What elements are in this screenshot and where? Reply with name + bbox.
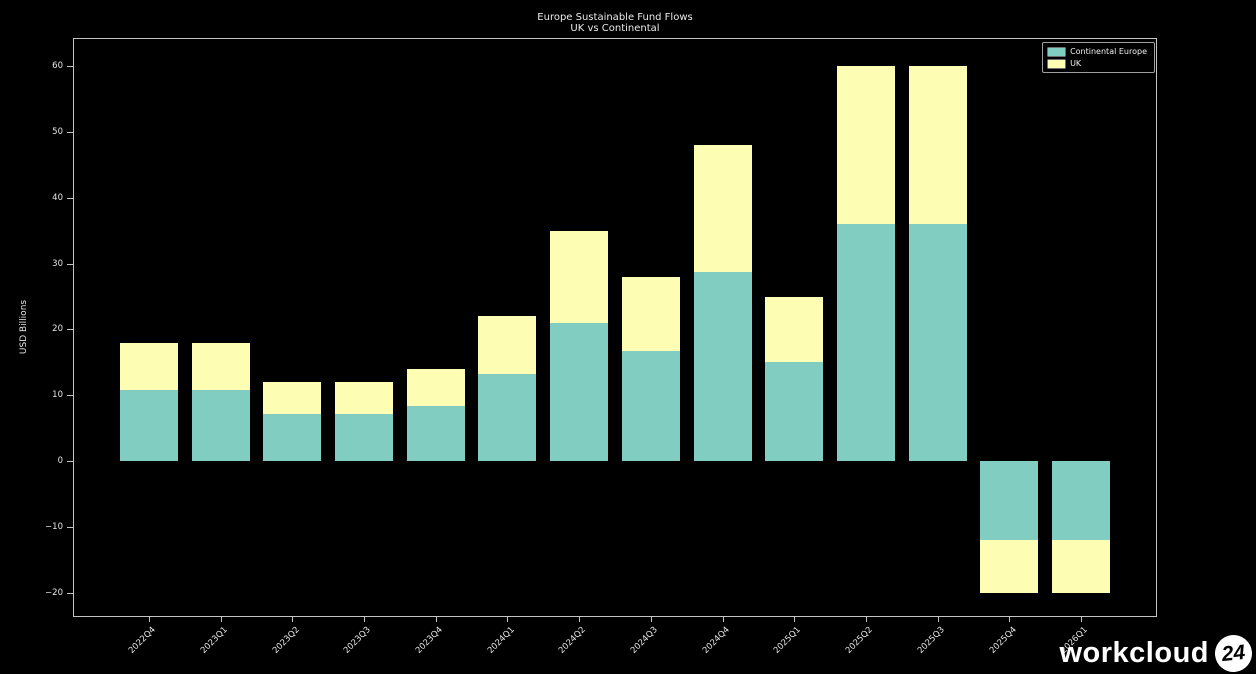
x-tick-label: 2023Q3 — [342, 625, 374, 656]
bar-segment-uk-2022Q4 — [120, 342, 178, 390]
watermark-24-logo-icon: 24 — [1213, 633, 1254, 674]
y-tick-mark — [67, 329, 73, 331]
x-tick-label: 2022Q4 — [127, 625, 159, 656]
x-tick-label: 2024Q3 — [628, 625, 660, 656]
y-tick-mark — [67, 132, 73, 134]
legend-swatch-icon — [1048, 47, 1066, 56]
legend-item-continental-europe: Continental Europe — [1048, 47, 1147, 56]
bar-segment-uk-2024Q2 — [550, 230, 609, 323]
x-tick-label: 2025Q3 — [915, 625, 947, 656]
bar-segment-continental-europe-2023Q2 — [263, 413, 322, 462]
y-tick-label: 40 — [52, 192, 63, 203]
bar-segment-uk-2026Q1 — [1051, 540, 1110, 593]
x-tick-mark — [722, 617, 724, 622]
bar-segment-continental-europe-2025Q3 — [908, 224, 967, 462]
bar-segment-continental-europe-2023Q3 — [335, 413, 394, 462]
bar-segment-uk-2025Q3 — [908, 66, 967, 225]
y-tick-mark — [67, 592, 73, 594]
legend-label: UK — [1070, 59, 1082, 68]
y-tick-mark — [67, 461, 73, 463]
bar-segment-uk-2023Q1 — [191, 342, 250, 390]
y-tick-mark — [67, 526, 73, 528]
x-tick-mark — [364, 617, 366, 622]
x-tick-label: 2025Q4 — [987, 625, 1019, 656]
x-tick-label: 2023Q1 — [198, 625, 230, 656]
x-tick-label: 2024Q4 — [700, 625, 732, 656]
x-tick-mark — [435, 617, 437, 622]
bar-segment-uk-2023Q3 — [335, 382, 394, 414]
x-tick-label: 2024Q1 — [485, 625, 517, 656]
bar-segment-continental-europe-2023Q1 — [191, 390, 250, 462]
y-tick-mark — [67, 263, 73, 265]
legend-item-uk: UK — [1048, 59, 1147, 68]
bar-segment-uk-2024Q3 — [621, 276, 680, 351]
x-tick-mark — [220, 617, 222, 622]
legend: Continental Europe UK — [1042, 42, 1155, 73]
y-tick-label: 20 — [52, 324, 63, 335]
x-tick-label: 2025Q2 — [844, 625, 875, 656]
x-tick-mark — [507, 617, 509, 622]
x-tick-label: 2023Q2 — [270, 625, 302, 656]
y-tick-label: 0 — [57, 456, 63, 467]
y-tick-mark — [67, 197, 73, 199]
y-tick-label: 50 — [52, 127, 63, 138]
y-tick-label: −10 — [45, 521, 63, 532]
x-tick-mark — [1080, 617, 1082, 622]
bar-segment-uk-2024Q4 — [693, 145, 752, 272]
y-axis-label: USD Billions — [19, 299, 29, 355]
x-tick-label: 2023Q4 — [413, 625, 445, 656]
bar-segment-continental-europe-2025Q2 — [836, 224, 895, 462]
bar-segment-continental-europe-2024Q4 — [693, 271, 752, 462]
bar-segment-continental-europe-2023Q4 — [406, 405, 465, 462]
x-tick-mark — [937, 617, 939, 622]
y-tick-mark — [67, 66, 73, 68]
x-tick-label: 2025Q1 — [772, 625, 804, 656]
bar-segment-continental-europe-2022Q4 — [120, 390, 178, 462]
bar-segment-uk-2025Q4 — [980, 540, 1039, 593]
y-tick-label: 60 — [52, 61, 63, 72]
x-tick-mark — [149, 617, 150, 622]
bar-segment-continental-europe-2026Q1 — [1051, 461, 1110, 541]
y-tick-label: 30 — [52, 258, 63, 269]
bar-segment-uk-2025Q2 — [836, 66, 895, 225]
x-tick-mark — [1009, 617, 1011, 622]
x-tick-label: 2024Q2 — [557, 625, 589, 656]
y-tick-label: 10 — [52, 390, 63, 401]
bar-segment-uk-2023Q2 — [263, 382, 322, 414]
x-tick-mark — [650, 617, 652, 622]
bar-segment-continental-europe-2024Q2 — [550, 322, 609, 462]
plot-area — [73, 38, 1157, 617]
y-tick-label: −20 — [45, 587, 63, 598]
bar-segment-continental-europe-2025Q4 — [980, 461, 1039, 541]
x-tick-mark — [292, 617, 294, 622]
watermark-text: workcloud — [1059, 637, 1209, 669]
x-tick-mark — [794, 617, 796, 622]
watermark: workcloud 24 — [1059, 633, 1254, 674]
y-tick-mark — [67, 395, 73, 397]
chart-title-line1: Europe Sustainable Fund Flows — [537, 12, 693, 23]
x-tick-mark — [865, 617, 867, 622]
bar-segment-continental-europe-2024Q1 — [478, 374, 537, 462]
x-tick-mark — [579, 617, 581, 622]
bar-segment-continental-europe-2024Q3 — [621, 350, 680, 462]
legend-label: Continental Europe — [1070, 47, 1147, 56]
legend-swatch-icon — [1048, 59, 1066, 68]
bar-segment-uk-2023Q4 — [406, 368, 465, 406]
bar-segment-uk-2025Q1 — [765, 296, 824, 363]
bar-segment-uk-2024Q1 — [478, 316, 537, 375]
chart-title: Europe Sustainable Fund Flows UK vs Cont… — [73, 12, 1157, 34]
chart-title-line2: UK vs Continental — [570, 23, 660, 34]
bar-segment-continental-europe-2025Q1 — [765, 362, 824, 462]
